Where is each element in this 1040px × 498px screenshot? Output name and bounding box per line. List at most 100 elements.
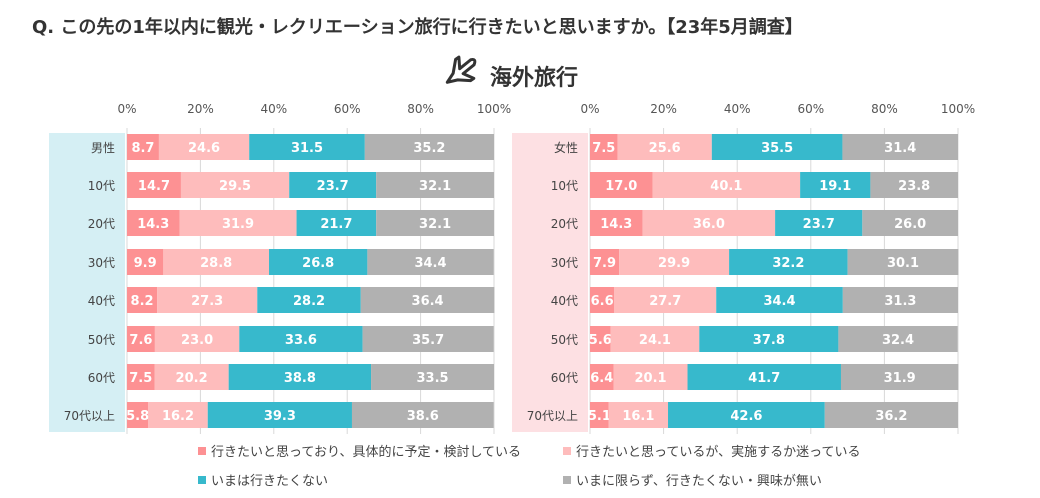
data-label: 16.2 [162, 409, 194, 424]
category-band [49, 133, 125, 432]
data-label: 20.1 [634, 371, 666, 386]
data-label: 21.7 [320, 217, 352, 232]
data-label: 32.2 [772, 256, 804, 271]
bar-segment [269, 249, 368, 275]
bar-segment [590, 249, 620, 275]
data-label: 40.1 [710, 179, 742, 194]
bar-segment [154, 364, 229, 390]
bar-segment [824, 402, 958, 428]
bar-segment [862, 210, 958, 236]
data-label: 42.6 [730, 409, 762, 424]
x-tick-label: 0% [580, 102, 599, 116]
data-label: 24.1 [639, 333, 671, 348]
bar-segment [228, 364, 372, 390]
bar-segment [127, 326, 155, 352]
bar-segment [838, 326, 958, 352]
data-label: 14.3 [137, 217, 169, 232]
data-label: 20.2 [176, 371, 208, 386]
x-tick-label: 40% [260, 102, 287, 116]
bar-segment [590, 134, 618, 160]
data-label: 5.8 [126, 409, 149, 424]
bar-segment [351, 402, 494, 428]
bar-segment [610, 326, 700, 352]
data-label: 35.2 [413, 141, 445, 156]
bar-segment [179, 210, 297, 236]
category-band [512, 133, 588, 432]
bar-segment [207, 402, 352, 428]
data-label: 17.0 [605, 179, 637, 194]
bar-segment [619, 249, 730, 275]
category-label: 40代 [88, 294, 115, 308]
bar-segment [716, 287, 843, 313]
bar-segment [127, 210, 180, 236]
bar-segment [148, 402, 208, 428]
legend-item: 行きたいと思っているが、実施するか迷っている [563, 444, 860, 460]
legend-swatch [198, 476, 206, 484]
category-label: 30代 [88, 256, 115, 270]
category-label: 70代以上 [527, 409, 578, 423]
legend-label: 行きたいと思っており、具体的に予定・検討している [211, 444, 521, 460]
data-label: 31.5 [291, 141, 323, 156]
bar-segment [590, 210, 643, 236]
data-label: 8.7 [131, 141, 154, 156]
data-label: 37.8 [753, 333, 785, 348]
x-tick-label: 100% [941, 102, 975, 116]
bar-segment [590, 364, 614, 390]
bar-segment [590, 402, 609, 428]
data-label: 9.9 [134, 256, 157, 271]
data-label: 16.1 [622, 409, 654, 424]
x-tick-label: 60% [797, 102, 824, 116]
x-tick-label: 80% [871, 102, 898, 116]
data-label: 26.8 [302, 256, 334, 271]
bar-segment [617, 134, 712, 160]
bar-segment [367, 249, 494, 275]
data-label: 31.4 [884, 141, 916, 156]
data-label: 24.6 [188, 141, 220, 156]
bar-segment [158, 134, 250, 160]
data-label: 27.3 [191, 294, 223, 309]
data-label: 25.6 [649, 141, 681, 156]
bar-segment [239, 326, 363, 352]
data-label: 38.8 [284, 371, 316, 386]
data-label: 7.5 [129, 371, 152, 386]
bar-segment [163, 249, 270, 275]
data-label: 29.5 [219, 179, 251, 194]
bar-segment [800, 172, 871, 198]
legend-item: いまは行きたくない [198, 474, 328, 489]
bar-segment [127, 134, 159, 160]
bar-segment [842, 134, 958, 160]
bar-segment [180, 172, 290, 198]
bar-segment [371, 364, 494, 390]
category-label: 60代 [551, 371, 578, 385]
data-label: 23.8 [898, 179, 930, 194]
chart-panel-2: 0% 20% 40% 60% 80% 100% 女性 7.5 25.6 35.5 31.4 10代 17… [512, 102, 975, 434]
bar-segment [652, 172, 801, 198]
x-tick-label: 60% [334, 102, 361, 116]
category-label: 70代以上 [64, 409, 115, 423]
data-label: 36.0 [693, 217, 725, 232]
x-tick-label: 20% [650, 102, 677, 116]
bar-segment [842, 287, 958, 313]
category-label: 50代 [88, 333, 115, 347]
x-tick-label: 80% [407, 102, 434, 116]
legend-item: いまに限らず、行きたくない・興味が無い [563, 474, 822, 489]
chart-panel-1: 0% 20% 40% 60% 80% 100% 男性 8.7 24.6 31.5 35.2 10代 14… [49, 102, 511, 434]
chart-subtitle: 海外旅行 [490, 65, 578, 91]
bar-segment [127, 287, 158, 313]
bar-segment [127, 364, 155, 390]
bar-segment [847, 249, 959, 275]
legend-swatch [563, 476, 571, 484]
data-label: 36.2 [875, 409, 907, 424]
data-label: 27.7 [649, 294, 681, 309]
legend-label: いまに限らず、行きたくない・興味が無い [576, 474, 822, 489]
data-label: 28.2 [293, 294, 325, 309]
bar-segment [614, 287, 717, 313]
data-label: 32.1 [419, 217, 451, 232]
data-label: 6.4 [590, 371, 613, 386]
category-label: 10代 [551, 179, 578, 193]
bar-segment [154, 326, 240, 352]
bar-segment [289, 172, 377, 198]
bar-segment [364, 134, 494, 160]
